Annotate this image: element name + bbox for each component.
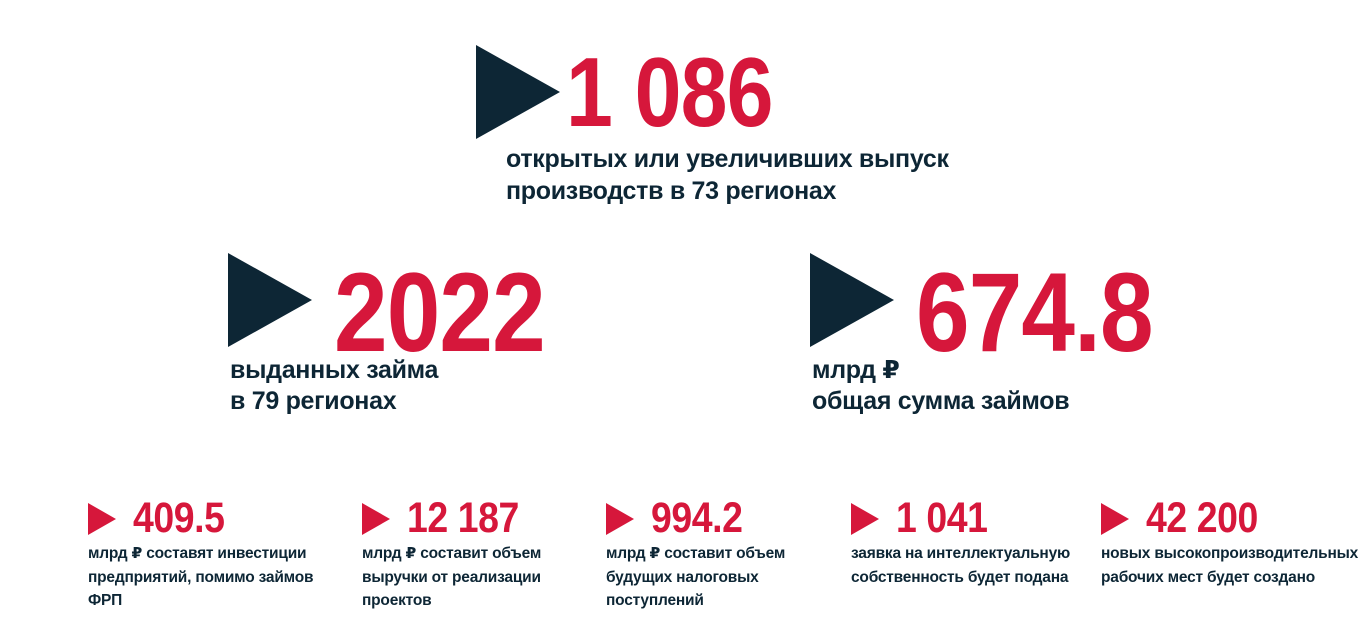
small-stat-header: 409.5 [88,497,313,540]
stat-value: 12 187 [407,494,519,542]
triangle-bullet-icon [851,502,879,535]
triangle-bullet-icon [228,253,312,347]
small-stat-tax-revenue: 994.2 млрд ₽ составит объем будущих нало… [606,497,785,613]
triangle-bullet-icon [362,502,390,535]
small-stat-header: 12 187 [362,497,541,540]
stat-description: новых высокопроизводительных рабочих мес… [1101,545,1359,586]
stat-value: 674.8 [916,250,1154,375]
stat-value: 409.5 [133,494,225,542]
stat-value: 1 041 [896,494,988,542]
small-stat-revenue: 12 187 млрд ₽ составит объем выручки от … [362,497,541,613]
stat-description: млрд ₽ общая сумма займов [812,356,1070,415]
small-stat-header: 1 041 [851,497,1070,540]
stat-description: млрд ₽ составит объем выручки от реализа… [362,545,542,609]
small-stat-header: 994.2 [606,497,785,540]
triangle-bullet-icon [606,502,634,535]
stat-description: млрд ₽ составит объем будущих налоговых … [606,545,786,609]
stat-value: 42 200 [1146,494,1258,542]
stat-description: заявка на интеллектуальную собственность… [851,545,1071,586]
stat-description: млрд ₽ составят инвестиции предприятий, … [88,545,314,609]
small-stat-investments: 409.5 млрд ₽ составят инвестиции предпри… [88,497,314,613]
stat-value: 994.2 [651,494,743,542]
triangle-bullet-icon [88,502,116,535]
stat-description: открытых или увеличивших выпуск производ… [506,145,949,205]
stat-value: 1 086 [566,37,773,147]
stat-value: 2022 [334,250,546,375]
triangle-bullet-icon [1101,502,1129,535]
stat-description: выданных займа в 79 регионах [230,356,439,415]
triangle-bullet-icon [476,45,560,139]
small-stat-header: 42 200 [1101,497,1358,540]
triangle-bullet-icon [810,253,894,347]
small-stat-ip-applications: 1 041 заявка на интеллектуальную собстве… [851,497,1070,589]
small-stat-jobs-created: 42 200 новых высокопроизводительных рабо… [1101,497,1358,589]
